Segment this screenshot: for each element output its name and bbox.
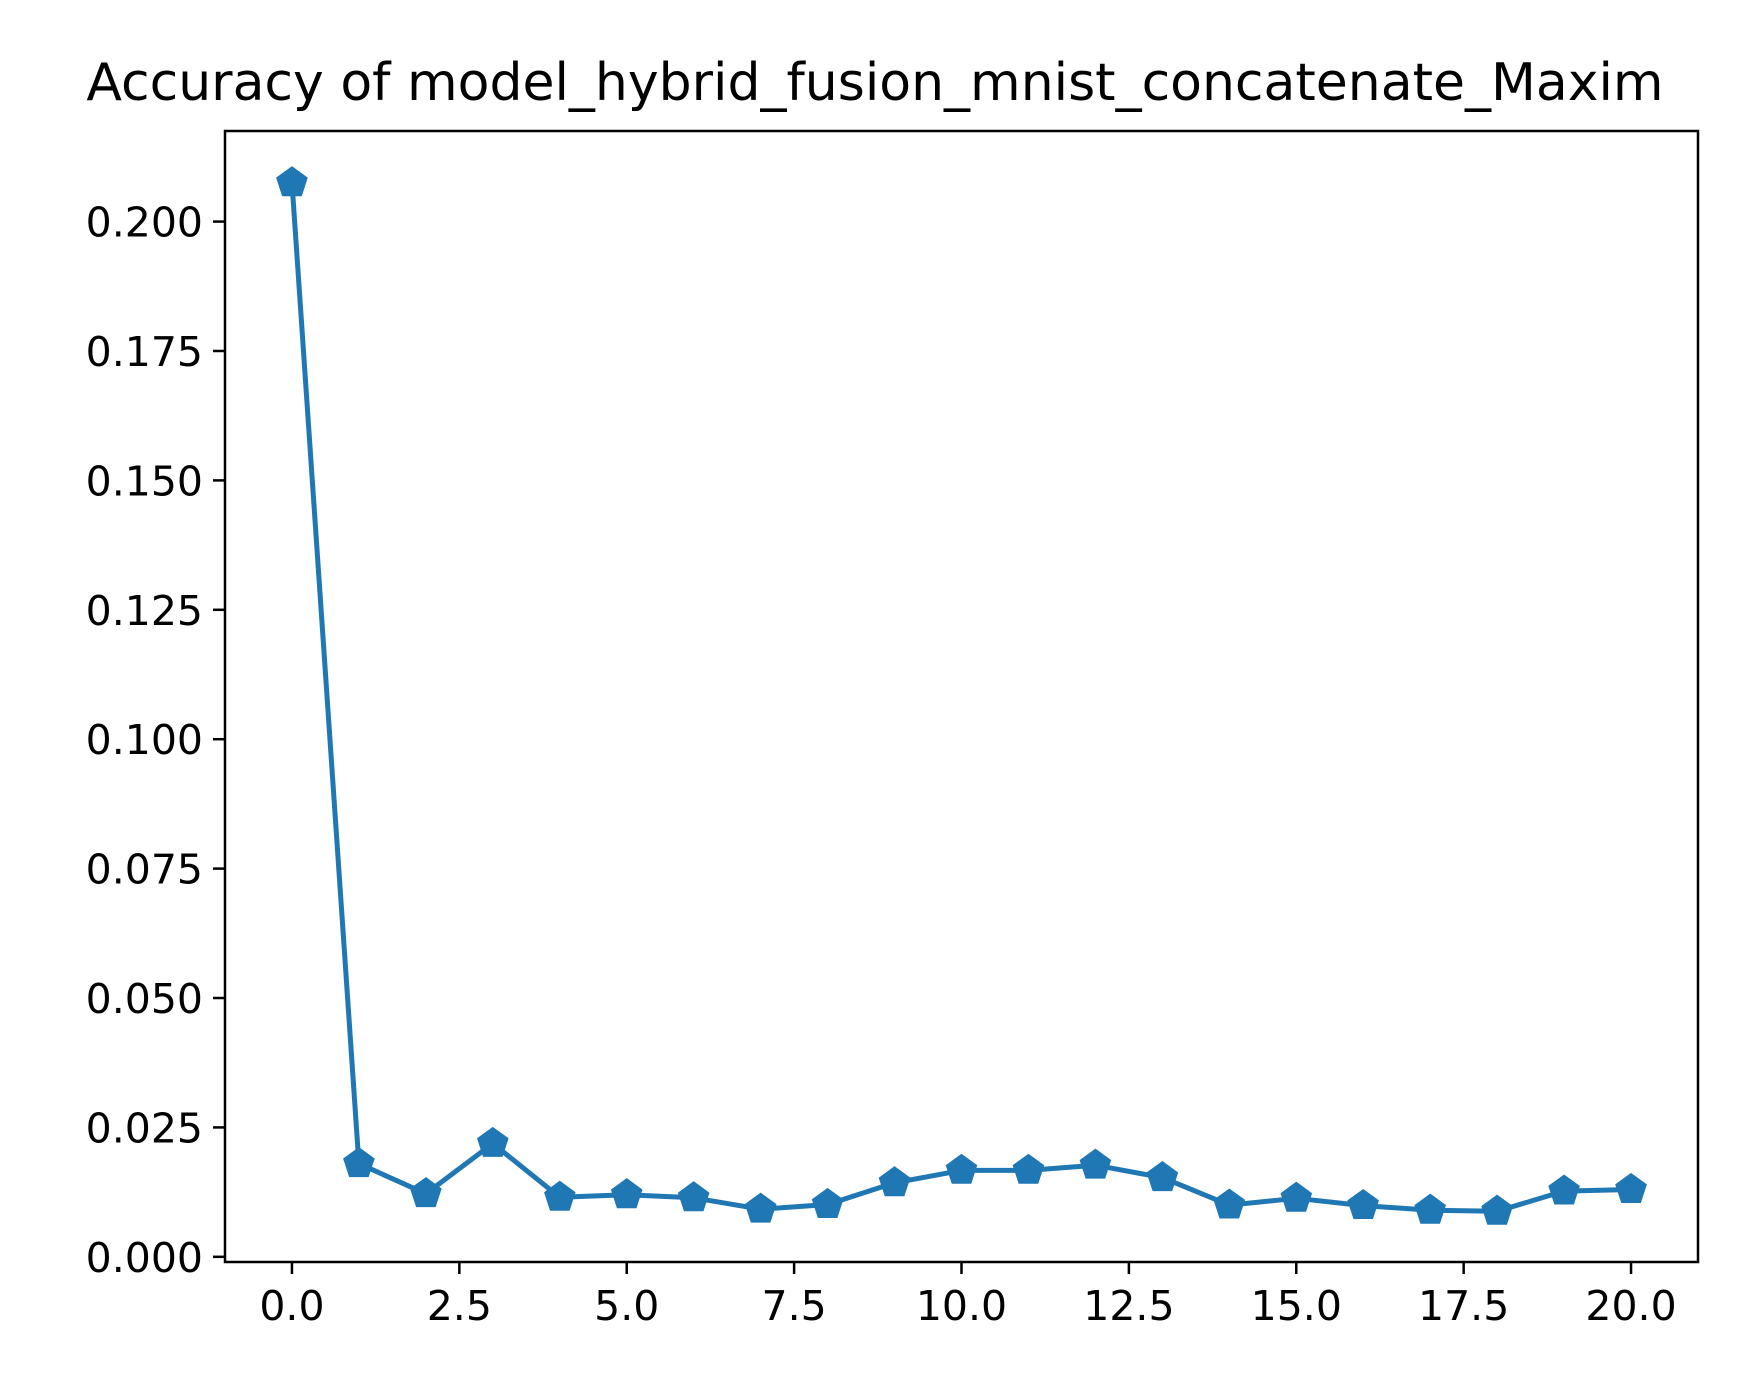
data-point bbox=[811, 1187, 844, 1218]
data-point bbox=[477, 1126, 509, 1157]
data-point bbox=[677, 1181, 710, 1212]
x-tick-label: 5.0 bbox=[594, 1282, 659, 1330]
x-tick-label: 7.5 bbox=[762, 1282, 827, 1330]
y-tick-label: 0.175 bbox=[86, 328, 203, 376]
data-point bbox=[410, 1177, 442, 1208]
data-point bbox=[744, 1192, 777, 1223]
x-tick-label: 17.5 bbox=[1418, 1282, 1509, 1330]
data-point bbox=[1213, 1188, 1246, 1219]
y-tick-label: 0.100 bbox=[86, 716, 203, 764]
data-point bbox=[1414, 1193, 1446, 1224]
x-tick-label: 0.0 bbox=[259, 1282, 324, 1330]
data-point bbox=[1079, 1148, 1112, 1179]
y-axis: 0.000 0.025 0.050 0.075 0.100 0.125 0.150 0.175… bbox=[86, 199, 225, 1282]
data-point bbox=[1280, 1181, 1313, 1212]
data-point bbox=[610, 1178, 643, 1209]
plot-frame bbox=[223, 129, 1700, 1264]
y-tick-label: 0.000 bbox=[86, 1234, 203, 1282]
x-tick-label: 15.0 bbox=[1251, 1282, 1342, 1330]
data-point bbox=[1548, 1174, 1580, 1205]
chart-title: Accuracy of model_hybrid_fusion_mnist_co… bbox=[86, 53, 1663, 113]
data-point bbox=[1615, 1172, 1647, 1203]
data-point bbox=[276, 166, 308, 197]
x-tick-label: 10.0 bbox=[916, 1282, 1007, 1330]
x-tick-label: 12.5 bbox=[1083, 1282, 1174, 1330]
data-point bbox=[1347, 1188, 1379, 1219]
data-point bbox=[343, 1147, 375, 1178]
y-tick-label: 0.025 bbox=[86, 1104, 203, 1152]
data-point bbox=[1012, 1153, 1045, 1184]
y-tick-label: 0.075 bbox=[86, 846, 203, 894]
series-layer bbox=[276, 166, 1647, 1225]
y-tick-label: 0.150 bbox=[86, 457, 203, 505]
data-point bbox=[1481, 1194, 1513, 1225]
x-tick-label: 2.5 bbox=[427, 1282, 492, 1330]
data-point bbox=[945, 1153, 978, 1184]
y-tick-label: 0.125 bbox=[86, 587, 203, 635]
data-point bbox=[1146, 1160, 1179, 1192]
x-axis: 0.0 2.5 5.0 7.5 10.0 12.5 15.0 17.5 20.0 bbox=[259, 1262, 1677, 1330]
data-point bbox=[878, 1166, 911, 1197]
y-tick-label: 0.200 bbox=[86, 199, 203, 247]
x-tick-label: 20.0 bbox=[1585, 1282, 1676, 1330]
data-point bbox=[544, 1180, 576, 1211]
y-tick-label: 0.050 bbox=[86, 975, 203, 1023]
